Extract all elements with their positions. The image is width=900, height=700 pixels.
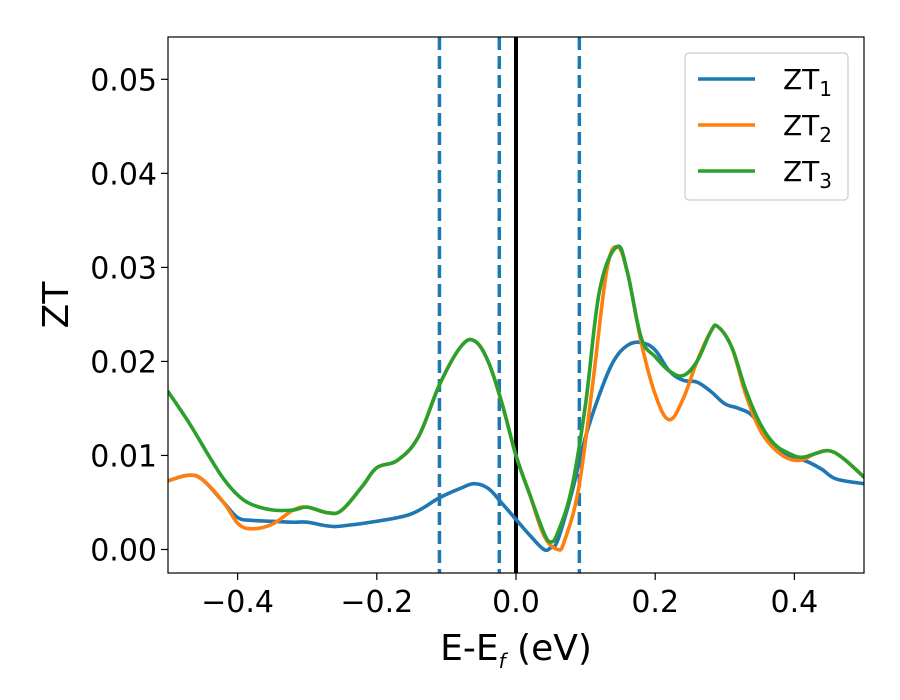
legend: ZT1 ZT2 ZT3	[684, 52, 849, 201]
x-axis-label-units: (eV)	[506, 628, 592, 669]
y-axis-label: ZT	[36, 281, 77, 329]
legend-label-zt3: ZT3	[783, 155, 832, 193]
x-axis-label-main: E-E	[440, 628, 498, 669]
y-axis-ticks: 0.00 0.01 0.02 0.03 0.04 0.05	[90, 63, 168, 568]
x-axis-label: E-Ef (eV)	[440, 628, 592, 673]
x-axis-label-subscript: f	[499, 649, 509, 673]
y-tick-label: 0.02	[90, 345, 157, 380]
x-tick-label: 0.2	[631, 585, 679, 620]
x-tick-label: 0.4	[771, 585, 819, 620]
reference-lines	[437, 37, 582, 573]
x-tick-label: −0.2	[340, 585, 413, 620]
y-tick-label: 0.05	[90, 63, 157, 98]
x-tick-label: −0.4	[201, 585, 274, 620]
series-line-zt3	[168, 244, 864, 544]
legend-label-zt2: ZT2	[783, 109, 832, 147]
y-tick-label: 0.01	[90, 439, 157, 474]
x-tick-label: 0.0	[492, 585, 540, 620]
x-axis-ticks: −0.4 −0.2 0.0 0.2 0.4	[201, 573, 818, 620]
legend-label-zt1: ZT1	[783, 63, 832, 101]
legend-box	[684, 52, 849, 201]
y-tick-label: 0.03	[90, 251, 157, 286]
series-lines	[168, 244, 864, 553]
y-tick-label: 0.04	[90, 157, 157, 192]
y-tick-label: 0.00	[90, 533, 157, 568]
